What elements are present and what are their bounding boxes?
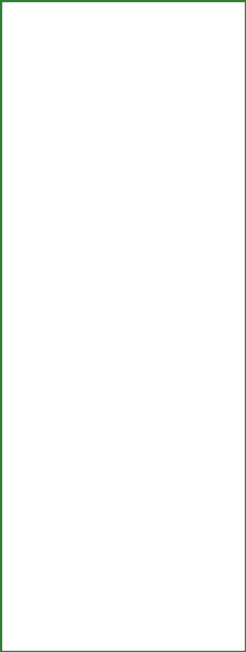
Text: ρ: ρ — [38, 319, 46, 329]
Text: (Ωm): (Ωm) — [25, 482, 53, 493]
Text: ρ: ρ — [38, 177, 46, 187]
Text: l(m): l(m) — [163, 608, 185, 618]
Text: l(m): l(m) — [163, 324, 185, 334]
Text: ρ: ρ — [38, 36, 46, 46]
Text: (Ωm): (Ωm) — [25, 57, 53, 67]
Text: B.: B. — [9, 335, 25, 349]
Text: l(m): l(m) — [163, 466, 185, 476]
Text: D.: D. — [9, 619, 26, 633]
Text: C.: C. — [9, 477, 24, 491]
Text: l(m): l(m) — [163, 183, 185, 192]
Text: (Ωm): (Ωm) — [25, 340, 53, 351]
Text: ρ: ρ — [38, 462, 46, 471]
Text: (Ωm): (Ωm) — [25, 198, 53, 209]
Text: A.: A. — [9, 193, 25, 207]
